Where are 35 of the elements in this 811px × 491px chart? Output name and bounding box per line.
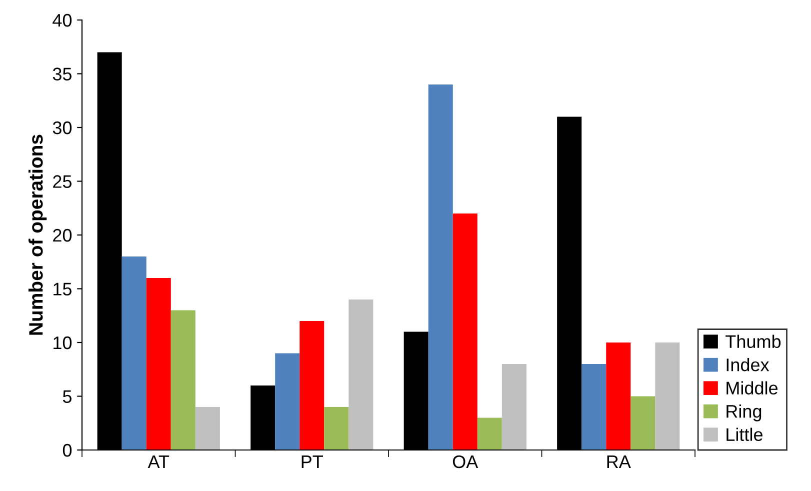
- y-tick-label: 35: [52, 68, 72, 80]
- bar: [582, 364, 606, 450]
- bar: [606, 342, 631, 450]
- legend-label: Ring: [726, 404, 762, 422]
- y-tick-label: 0: [62, 444, 72, 457]
- bar: [630, 396, 656, 450]
- x-tick-label: AT: [148, 456, 170, 468]
- y-tick-label: 15: [54, 282, 72, 296]
- bar: [275, 353, 300, 450]
- bar: [324, 407, 349, 450]
- bar: [502, 364, 526, 450]
- legend-label: Middle: [726, 381, 778, 395]
- bar: [146, 278, 171, 450]
- bar: [477, 418, 502, 450]
- y-tick-label: 5: [62, 390, 72, 403]
- bar: [195, 407, 220, 450]
- bar: [170, 310, 196, 450]
- y-tick-label: 25: [53, 175, 72, 188]
- legend-label: Little: [726, 428, 762, 442]
- y-tick-label: 20: [53, 228, 72, 242]
- x-tick-label: RA: [607, 456, 631, 468]
- y-tick-label: 40: [52, 14, 72, 27]
- x-tick-label: PT: [302, 456, 323, 468]
- x-tick-label: OA: [452, 455, 478, 468]
- legend-label: Thumb: [726, 334, 781, 348]
- bar: [122, 256, 146, 450]
- bar: [655, 342, 680, 450]
- y-tick-label: 30: [52, 121, 72, 134]
- legend-label: Index: [726, 358, 770, 372]
- bar: [428, 84, 453, 450]
- bar: [452, 214, 478, 450]
- y-tick-label: 10: [54, 336, 72, 350]
- y-axis-title: Number of operations: [28, 134, 47, 335]
- bar: [348, 300, 374, 450]
- bar: [300, 321, 324, 450]
